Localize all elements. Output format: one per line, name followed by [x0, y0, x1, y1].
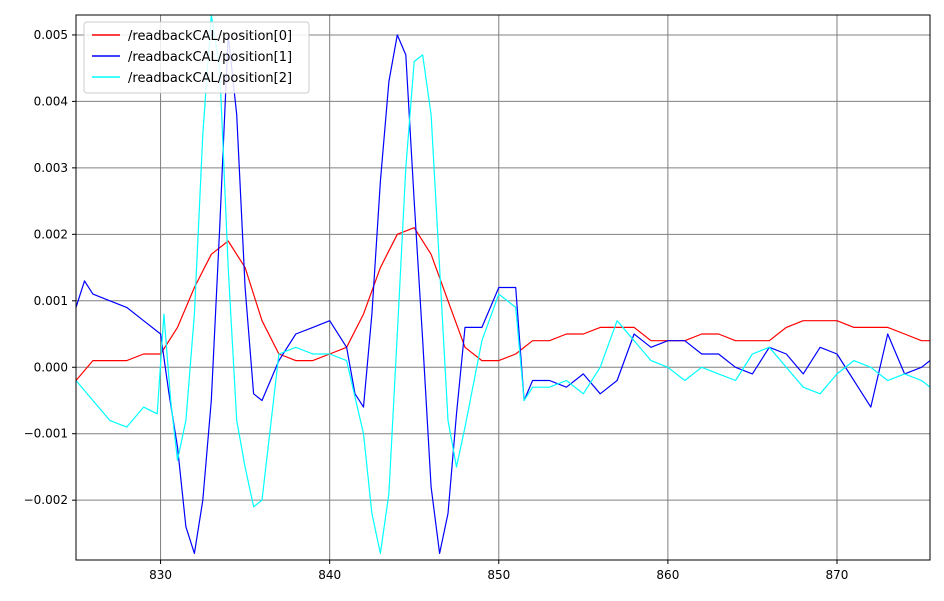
y-tick-label: 0.000 [34, 360, 68, 374]
y-tick-label: 0.005 [34, 28, 68, 42]
legend-label-1: /readbackCAL/position[1] [128, 50, 292, 65]
y-axis: −0.002 −0.001 0.000 0.001 0.002 0.003 0.004 0.0… [24, 28, 76, 507]
series-line-0 [76, 227, 930, 381]
plot-frame [75, 14, 931, 561]
legend-label-0: /readbackCAL/position[0] [128, 29, 292, 44]
x-axis: 830 840 850 860 870 [149, 560, 848, 582]
x-tick-label: 840 [318, 568, 341, 582]
series-line-2 [76, 15, 930, 555]
series-layer [76, 15, 930, 555]
x-tick-label: 860 [656, 568, 679, 582]
y-tick-label: −0.001 [24, 427, 68, 441]
legend-label-2: /readbackCAL/position[2] [128, 71, 292, 86]
y-tick-label: 0.002 [34, 227, 68, 241]
legend-box [83, 21, 310, 94]
y-tick-label: 0.004 [34, 94, 68, 108]
x-tick-label: 830 [149, 568, 172, 582]
y-tick-label: 0.003 [34, 161, 68, 175]
x-tick-label: 870 [826, 568, 849, 582]
series-line-1 [76, 34, 930, 555]
y-tick-label: 0.001 [34, 294, 68, 308]
legend: /readbackCAL/position[0] /readbackCAL/pos… [83, 21, 310, 94]
y-tick-label: −0.002 [24, 493, 68, 507]
x-tick-label: 850 [487, 568, 510, 582]
